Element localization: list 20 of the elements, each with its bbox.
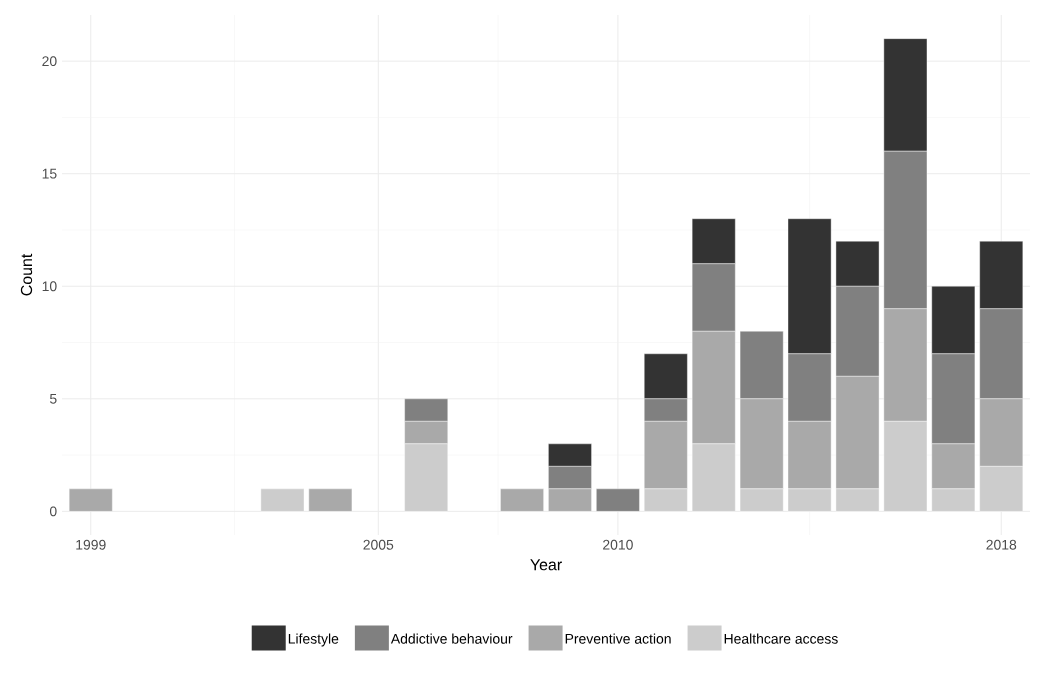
bar xyxy=(596,488,640,512)
y-axis-title: Count xyxy=(20,253,33,296)
x-tick-label: 2018 xyxy=(986,539,1017,550)
legend-label: Addictive behaviour xyxy=(390,633,513,644)
legend-label: Preventive action xyxy=(565,633,671,644)
bar xyxy=(308,488,353,512)
x-tick-label: 2010 xyxy=(603,539,633,550)
y-tick-label: 0 xyxy=(49,506,57,517)
y-tick-label: 15 xyxy=(42,168,57,179)
x-axis-title: Year xyxy=(530,559,562,571)
y-tick-label: 10 xyxy=(42,281,57,292)
bar xyxy=(68,488,113,512)
y-tick-label: 5 xyxy=(49,393,57,404)
y-tick-label: 20 xyxy=(42,56,57,67)
x-tick-label: 2005 xyxy=(363,539,394,550)
legend-label: Lifestyle xyxy=(288,633,339,647)
bar xyxy=(500,488,544,512)
bar xyxy=(260,488,305,512)
x-tick-label: 1999 xyxy=(76,539,106,550)
legend-label: Healthcare access xyxy=(724,633,838,644)
